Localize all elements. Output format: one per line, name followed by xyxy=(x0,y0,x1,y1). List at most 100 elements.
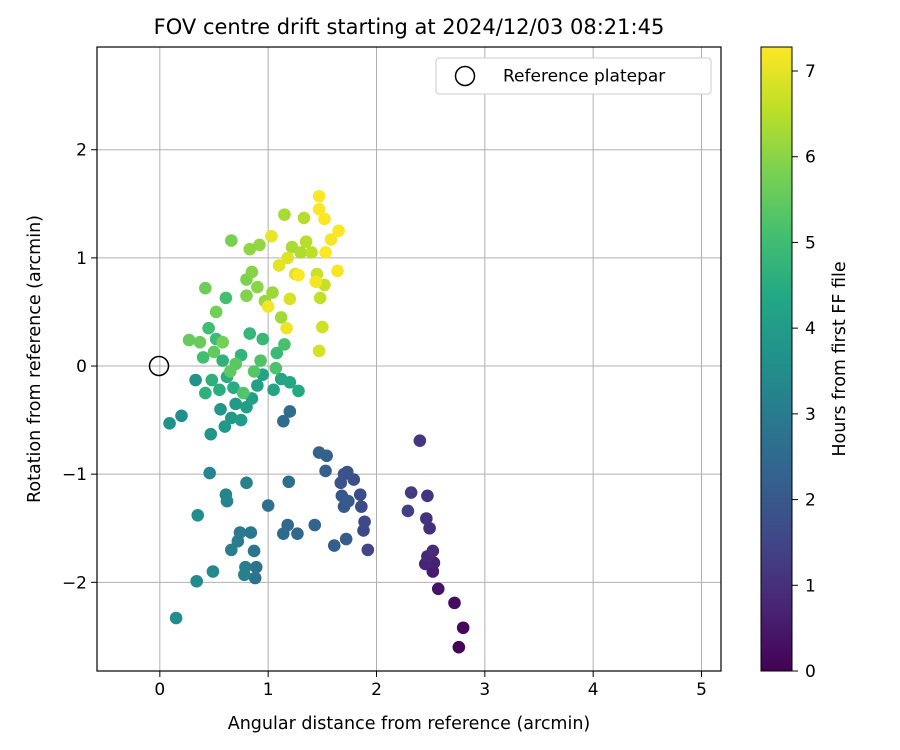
x-tick-label: 2 xyxy=(371,680,382,700)
data-point xyxy=(251,280,264,294)
data-point xyxy=(245,265,259,279)
x-tick-label: 4 xyxy=(588,680,599,700)
colorbar-tick-label: 2 xyxy=(805,491,816,511)
data-point xyxy=(277,527,290,540)
reference-platepar-marker xyxy=(148,355,170,377)
data-point xyxy=(203,466,216,480)
data-point xyxy=(272,259,286,272)
colorbar-tick-label: 7 xyxy=(805,62,816,82)
data-point xyxy=(319,246,332,259)
data-point xyxy=(202,321,215,335)
data-point xyxy=(238,568,251,582)
data-point xyxy=(169,611,183,625)
data-point xyxy=(316,320,329,334)
colorbar-ticks: 0 1 2 3 4 5 6 7 xyxy=(792,62,816,682)
data-point xyxy=(249,560,263,574)
data-point xyxy=(236,386,250,400)
colorbar: 0 1 2 3 4 5 6 7 Hours from first FF file xyxy=(760,46,850,682)
data-point xyxy=(243,327,257,340)
data-point xyxy=(163,417,176,430)
data-point xyxy=(265,229,278,243)
data-point xyxy=(199,386,212,400)
data-point xyxy=(404,486,418,499)
x-tick-label: 3 xyxy=(479,680,490,700)
colorbar-label: Hours from first FF file xyxy=(830,261,850,456)
data-point xyxy=(280,321,293,335)
data-point xyxy=(312,202,326,216)
data-point xyxy=(456,621,470,635)
data-point xyxy=(234,413,248,427)
data-point xyxy=(318,212,331,226)
data-point xyxy=(312,189,326,203)
data-point xyxy=(227,381,240,394)
legend-marker-icon xyxy=(454,65,476,87)
data-point xyxy=(401,504,415,518)
colorbar-tick-label: 4 xyxy=(805,319,816,339)
data-point xyxy=(281,251,294,265)
data-point xyxy=(353,488,367,502)
data-point xyxy=(292,268,305,282)
data-point xyxy=(331,264,344,278)
data-point xyxy=(196,351,210,364)
data-point xyxy=(431,582,445,596)
data-point xyxy=(292,384,305,398)
data-point xyxy=(247,544,261,558)
colorbar-tick-label: 0 xyxy=(805,662,816,682)
data-point xyxy=(448,596,461,610)
data-point xyxy=(309,275,323,288)
y-tick-label: −2 xyxy=(62,573,87,593)
data-point xyxy=(244,526,258,539)
data-point xyxy=(278,208,291,221)
data-point xyxy=(299,235,313,248)
data-point xyxy=(266,286,279,299)
data-point xyxy=(332,224,345,238)
x-axis-label: Angular distance from reference (arcmin) xyxy=(228,714,591,734)
y-tick-label: 1 xyxy=(76,249,87,269)
data-point xyxy=(243,242,257,256)
data-point xyxy=(229,397,242,411)
data-point xyxy=(216,354,229,367)
data-point xyxy=(297,211,311,225)
data-point xyxy=(193,335,207,349)
data-point xyxy=(189,373,202,387)
colorbar-tick-label: 3 xyxy=(805,405,816,425)
data-point xyxy=(248,571,262,585)
data-point xyxy=(213,383,226,397)
data-point xyxy=(199,281,212,295)
data-point xyxy=(190,574,203,588)
data-point xyxy=(214,402,227,416)
data-point xyxy=(282,475,296,489)
data-point xyxy=(452,640,466,654)
x-tick-label: 1 xyxy=(263,680,274,700)
data-point xyxy=(253,238,266,252)
data-point xyxy=(283,292,297,306)
colorbar-tick-label: 5 xyxy=(805,233,816,253)
data-point xyxy=(225,234,238,247)
data-point xyxy=(319,464,332,478)
data-point xyxy=(225,411,238,425)
plot-frame xyxy=(96,46,722,672)
colorbar-tick-label: 1 xyxy=(805,576,816,596)
data-points xyxy=(163,189,470,654)
data-point xyxy=(324,233,338,246)
data-point xyxy=(291,527,304,540)
y-tick-label: 0 xyxy=(76,357,87,377)
data-point xyxy=(334,476,348,490)
data-point xyxy=(209,305,223,319)
legend: Reference platepar xyxy=(435,57,712,95)
data-point xyxy=(251,379,264,392)
data-point xyxy=(305,246,318,259)
data-point xyxy=(218,420,232,433)
data-point xyxy=(270,346,284,360)
grid xyxy=(97,47,721,671)
data-point xyxy=(277,414,290,428)
data-point xyxy=(426,544,440,558)
data-point xyxy=(267,383,280,397)
data-point xyxy=(207,345,221,359)
data-point xyxy=(358,515,371,529)
y-axis-ticks: −2 −1 0 1 2 xyxy=(62,141,97,593)
data-point xyxy=(274,311,288,324)
colorbar-tick-label: 6 xyxy=(805,148,816,168)
data-point xyxy=(420,512,433,525)
